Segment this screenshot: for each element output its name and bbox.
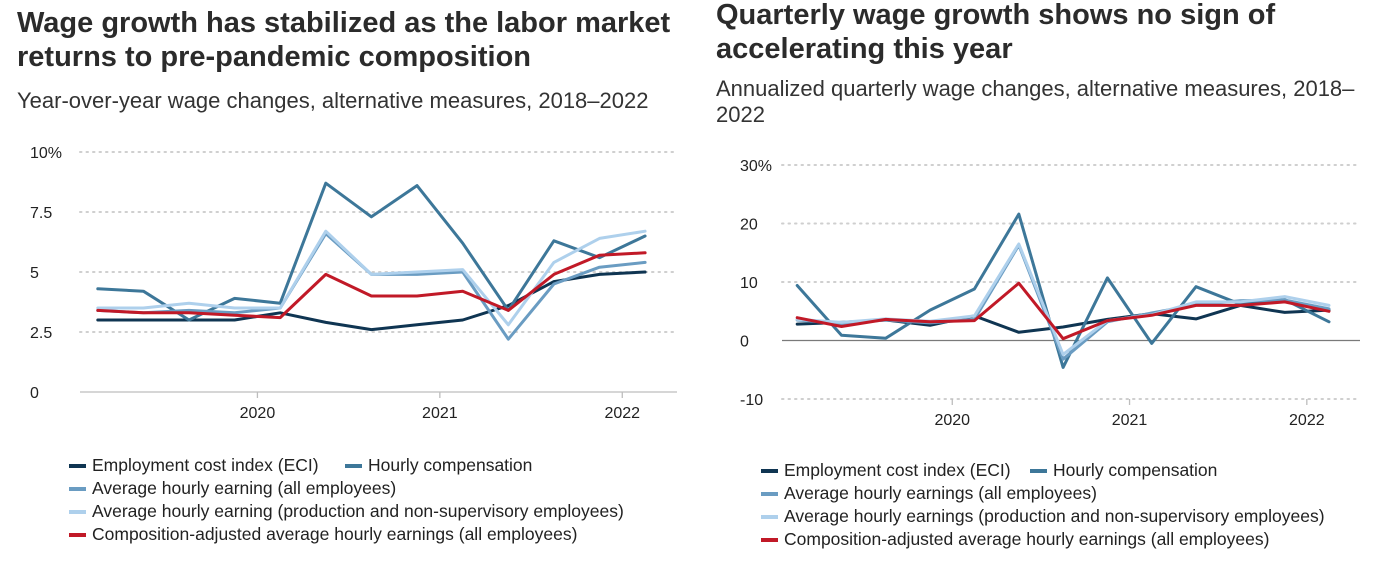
right-chart-plot: -10 0 10 20 30% 2020 2021 2022 bbox=[740, 158, 1361, 429]
series-line-ahe_all bbox=[96, 232, 647, 341]
legend-item-ahe_prod: Average hourly earning (production and n… bbox=[69, 501, 624, 522]
series-line-comp_adj bbox=[96, 251, 647, 320]
legend-label: Employment cost index (ECI) bbox=[92, 455, 319, 475]
legend-label: Average hourly earnings (production and … bbox=[784, 506, 1325, 526]
right-chart-subtitle: Annualized quarterly wage changes, alter… bbox=[716, 76, 1355, 127]
left-chart-plot: 0 2.5 5 7.5 10% 2020 2021 2022 bbox=[30, 145, 678, 422]
right-chart-panel: Quarterly wage growth shows no sign of a… bbox=[700, 0, 1400, 571]
series-line-ahe_prod bbox=[96, 229, 647, 327]
legend-item-comp_adj: Composition-adjusted average hourly earn… bbox=[761, 529, 1269, 550]
legend-label: Composition-adjusted average hourly earn… bbox=[784, 529, 1270, 549]
y-tick-label: 20 bbox=[740, 217, 758, 234]
legend-swatch bbox=[761, 468, 778, 473]
x-tick-label: 2020 bbox=[240, 405, 276, 422]
legend-item-eci: Employment cost index (ECI) bbox=[761, 460, 1011, 481]
legend-item-ahe_all: Average hourly earning (all employees) bbox=[69, 478, 396, 499]
legend-item-hourly_comp: Hourly compensation bbox=[1030, 460, 1217, 481]
x-tick-label: 2022 bbox=[1289, 412, 1325, 429]
legend-item-ahe_prod: Average hourly earnings (production and … bbox=[761, 506, 1325, 527]
legend-label: Employment cost index (ECI) bbox=[784, 460, 1011, 480]
left-chart-subtitle: Year-over-year wage changes, alternative… bbox=[17, 88, 649, 113]
left-chart-panel: Wage growth has stabilized as the labor … bbox=[17, 7, 678, 545]
series-line-hourly_comp bbox=[96, 181, 647, 322]
legend-swatch bbox=[761, 514, 778, 519]
y-tick-label: 10 bbox=[740, 275, 758, 292]
legend-label: Composition-adjusted average hourly earn… bbox=[92, 524, 578, 544]
legend-item-ahe_all: Average hourly earnings (all employees) bbox=[761, 483, 1097, 504]
legend-label: Average hourly earnings (all employees) bbox=[784, 483, 1097, 503]
legend-swatch bbox=[69, 486, 86, 491]
legend-swatch bbox=[761, 491, 778, 496]
legend-label: Hourly compensation bbox=[1053, 460, 1218, 480]
y-tick-label: 30% bbox=[740, 158, 772, 175]
legend-label: Average hourly earning (all employees) bbox=[92, 478, 397, 498]
y-tick-label: 5 bbox=[30, 265, 39, 282]
legend-swatch bbox=[69, 463, 86, 468]
legend-item-eci: Employment cost index (ECI) bbox=[69, 455, 319, 476]
legend-swatch bbox=[761, 537, 778, 542]
legend-label: Hourly compensation bbox=[368, 455, 533, 475]
y-tick-label: -10 bbox=[740, 392, 763, 409]
legend-swatch bbox=[69, 532, 86, 537]
legend-item-comp_adj: Composition-adjusted average hourly earn… bbox=[69, 524, 577, 545]
y-tick-label: 7.5 bbox=[30, 205, 52, 222]
left-chart-title: Wage growth has stabilized as the labor … bbox=[17, 7, 671, 73]
legend-swatch bbox=[69, 509, 86, 514]
y-tick-label: 0 bbox=[740, 334, 749, 351]
legend-swatch bbox=[345, 463, 362, 468]
x-tick-label: 2020 bbox=[934, 412, 970, 429]
legend-swatch bbox=[1030, 468, 1047, 473]
x-tick-label: 2021 bbox=[1112, 412, 1148, 429]
y-tick-label: 0 bbox=[30, 385, 39, 402]
legend-item-hourly_comp: Hourly compensation bbox=[345, 455, 532, 476]
y-tick-label: 10% bbox=[30, 145, 62, 162]
legend-label: Average hourly earning (production and n… bbox=[92, 501, 624, 521]
x-tick-label: 2022 bbox=[604, 405, 640, 422]
series-line-comp_adj bbox=[795, 281, 1331, 341]
y-tick-label: 2.5 bbox=[30, 325, 52, 342]
right-chart-title: Quarterly wage growth shows no sign of a… bbox=[716, 0, 1276, 65]
series-line-hourly_comp bbox=[795, 212, 1331, 369]
x-tick-label: 2021 bbox=[422, 405, 458, 422]
